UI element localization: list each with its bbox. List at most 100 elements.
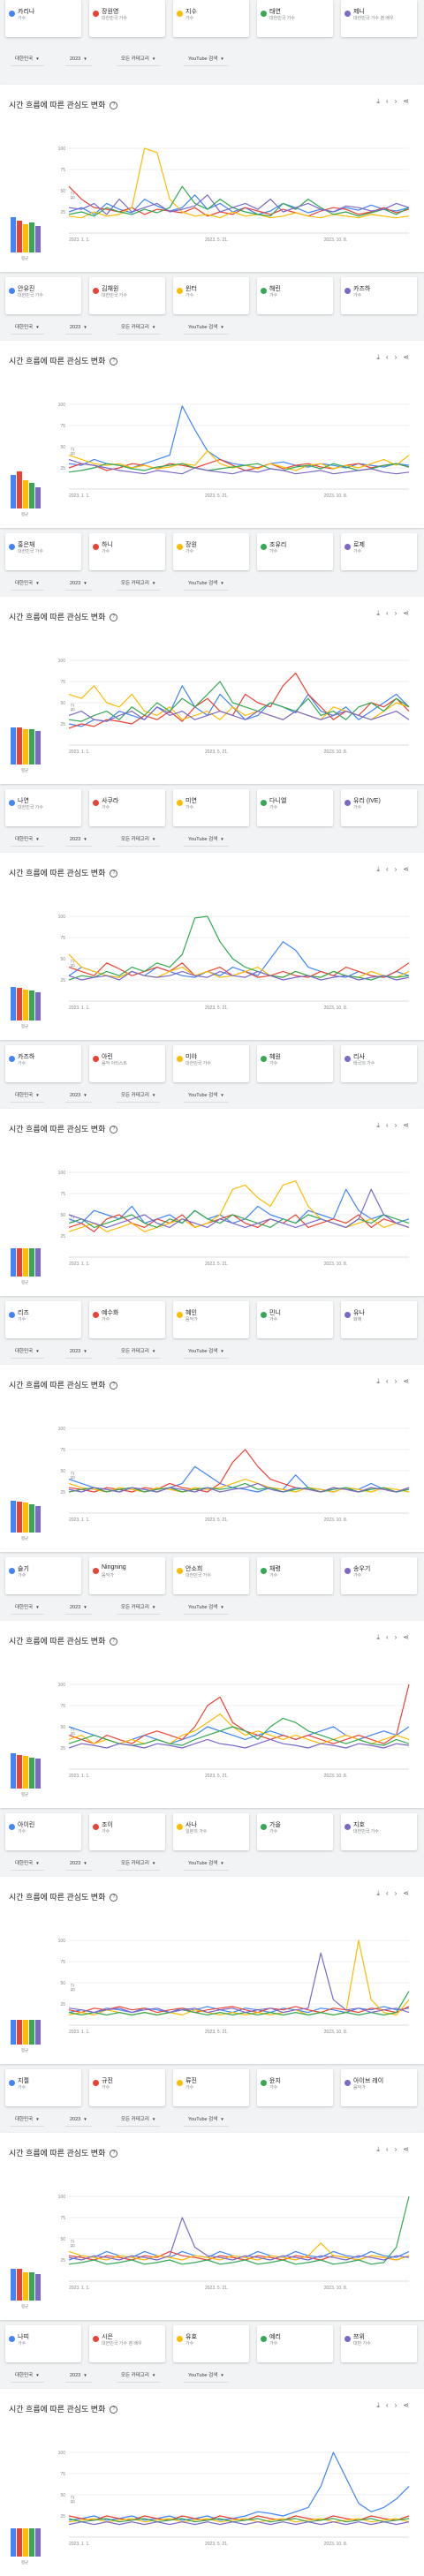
filter-year-dropdown[interactable]: 2023 ▼ [65, 1857, 92, 1871]
embed-icon[interactable]: ‹› [385, 97, 404, 105]
embed-icon[interactable]: ‹› [385, 1889, 404, 1897]
term-chip[interactable]: 윤지 가수 [257, 2069, 333, 2106]
filter-property-dropdown[interactable]: YouTube 검색 ▼ [184, 1601, 229, 1615]
term-chip[interactable]: 카즈하 가수 [341, 277, 417, 314]
term-chip[interactable]: 홍은채 대한민국 가수 [5, 533, 81, 570]
help-icon[interactable]: ? [110, 2406, 118, 2414]
term-chip[interactable]: 유리 (IVE) 가수 [341, 789, 417, 826]
term-chip[interactable]: 리사 태국의 가수 [341, 1045, 417, 1082]
filter-property-dropdown[interactable]: YouTube 검색 ▼ [184, 2369, 229, 2383]
term-chip[interactable]: 유효 가수 [173, 2325, 249, 2362]
filter-region-dropdown[interactable]: 대한민국 ▼ [11, 1601, 44, 1615]
help-icon[interactable]: ? [110, 614, 118, 622]
filter-category-dropdown[interactable]: 모든 카테고리 ▼ [117, 53, 161, 66]
filter-property-dropdown[interactable]: YouTube 검색 ▼ [184, 2113, 229, 2127]
term-chip[interactable]: 미야 대한민국 가수 [173, 1045, 249, 1082]
filter-category-dropdown[interactable]: 모든 카테고리 ▼ [117, 1601, 161, 1615]
filter-year-dropdown[interactable]: 2023 ▼ [65, 1601, 92, 1615]
embed-icon[interactable]: ‹› [385, 2145, 404, 2153]
help-icon[interactable]: ? [110, 102, 118, 110]
term-chip[interactable]: 나띠 가수 [5, 2325, 81, 2362]
filter-category-dropdown[interactable]: 모든 카테고리 ▼ [117, 321, 161, 335]
embed-icon[interactable]: ‹› [385, 865, 404, 873]
term-chip[interactable]: 송우기 가수 [341, 1557, 417, 1594]
share-icon[interactable]: ⋖ [403, 1377, 415, 1385]
term-chip[interactable]: 류진 가수 [173, 2069, 249, 2106]
filter-region-dropdown[interactable]: 대한민국 ▼ [11, 1089, 44, 1103]
term-chip[interactable]: 카리나 가수 [5, 0, 81, 37]
term-chip[interactable]: 하니 가수 [89, 533, 165, 570]
term-chip[interactable]: 로제 가수 [341, 533, 417, 570]
term-chip[interactable]: 가을 가수 [257, 1813, 333, 1850]
filter-year-dropdown[interactable]: 2023 ▼ [65, 1345, 92, 1359]
download-icon[interactable]: ⤓ [376, 2401, 386, 2409]
term-chip[interactable]: 김채원 대한민국 가수 [89, 277, 165, 314]
filter-region-dropdown[interactable]: 대한민국 ▼ [11, 53, 44, 66]
filter-category-dropdown[interactable]: 모든 카테고리 ▼ [117, 1089, 161, 1103]
embed-icon[interactable]: ‹› [385, 1377, 404, 1385]
download-icon[interactable]: ⤓ [376, 865, 386, 873]
help-icon[interactable]: ? [110, 1382, 118, 1390]
filter-property-dropdown[interactable]: YouTube 검색 ▼ [184, 577, 229, 591]
filter-category-dropdown[interactable]: 모든 카테고리 ▼ [117, 1345, 161, 1359]
term-chip[interactable]: 혜원 가수 [257, 1045, 333, 1082]
share-icon[interactable]: ⋖ [403, 2401, 415, 2409]
term-chip[interactable]: 사나 일본의 가수 [173, 1813, 249, 1850]
filter-category-dropdown[interactable]: 모든 카테고리 ▼ [117, 833, 161, 847]
term-chip[interactable]: 채령 가수 [257, 1557, 333, 1594]
filter-category-dropdown[interactable]: 모든 카테고리 ▼ [117, 1857, 161, 1871]
share-icon[interactable]: ⋖ [403, 1121, 415, 1129]
download-icon[interactable]: ⤓ [376, 1377, 386, 1385]
term-chip[interactable]: 나연 대한민국 가수 [5, 789, 81, 826]
help-icon[interactable]: ? [110, 358, 118, 366]
term-chip[interactable]: 윈터 가수 [173, 277, 249, 314]
filter-property-dropdown[interactable]: YouTube 검색 ▼ [184, 321, 229, 335]
filter-region-dropdown[interactable]: 대한민국 ▼ [11, 1857, 44, 1871]
term-chip[interactable]: 장원영 대한민국 가수 [89, 0, 165, 37]
term-chip[interactable]: 다니엘 가수 [257, 789, 333, 826]
embed-icon[interactable]: ‹› [385, 353, 404, 361]
term-chip[interactable]: 아이브 레이 음악가 [341, 2069, 417, 2106]
download-icon[interactable]: ⤓ [376, 97, 386, 105]
filter-year-dropdown[interactable]: 2023 ▼ [65, 2113, 92, 2127]
embed-icon[interactable]: ‹› [385, 2401, 404, 2409]
term-chip[interactable]: 유나 화제 [341, 1301, 417, 1338]
filter-year-dropdown[interactable]: 2023 ▼ [65, 833, 92, 847]
term-chip[interactable]: 슬기 가수 [5, 1557, 81, 1594]
term-chip[interactable]: 아이린 가수 [5, 1813, 81, 1850]
filter-category-dropdown[interactable]: 모든 카테고리 ▼ [117, 2369, 161, 2383]
filter-year-dropdown[interactable]: 2023 ▼ [65, 1089, 92, 1103]
term-chip[interactable]: 태연 대한민국 가수 [257, 0, 333, 37]
download-icon[interactable]: ⤓ [376, 353, 386, 361]
term-chip[interactable]: 지수 가수 [173, 0, 249, 37]
term-chip[interactable]: 조이 가수 [89, 1813, 165, 1850]
share-icon[interactable]: ⋖ [403, 1633, 415, 1641]
filter-region-dropdown[interactable]: 대한민국 ▼ [11, 321, 44, 335]
term-chip[interactable]: 예리 가수 [257, 2325, 333, 2362]
filter-property-dropdown[interactable]: YouTube 검색 ▼ [184, 1857, 229, 1871]
share-icon[interactable]: ⋖ [403, 865, 415, 873]
filter-region-dropdown[interactable]: 대한민국 ▼ [11, 833, 44, 847]
share-icon[interactable]: ⋖ [403, 2145, 415, 2153]
term-chip[interactable]: 사쿠라 가수 [89, 789, 165, 826]
share-icon[interactable]: ⋖ [403, 97, 415, 105]
term-chip[interactable]: 장원 가수 [173, 533, 249, 570]
embed-icon[interactable]: ‹› [385, 1121, 404, 1129]
help-icon[interactable]: ? [110, 1894, 118, 1902]
help-icon[interactable]: ? [110, 1126, 118, 1134]
term-chip[interactable]: 쯔위 대만 가수 [341, 2325, 417, 2362]
term-chip[interactable]: 시은 대한민국 가수 겸 배우 [89, 2325, 165, 2362]
filter-year-dropdown[interactable]: 2023 ▼ [65, 577, 92, 591]
term-chip[interactable]: 혜인 음악가 [173, 1301, 249, 1338]
download-icon[interactable]: ⤓ [376, 609, 386, 617]
term-chip[interactable]: 규진 가수 [89, 2069, 165, 2106]
term-chip[interactable]: 아린 음악 아티스트 [89, 1045, 165, 1082]
term-chip[interactable]: 미연 가수 [173, 789, 249, 826]
term-chip[interactable]: 해린 가수 [257, 277, 333, 314]
help-icon[interactable]: ? [110, 870, 118, 878]
filter-region-dropdown[interactable]: 대한민국 ▼ [11, 2113, 44, 2127]
embed-icon[interactable]: ‹› [385, 1633, 404, 1641]
download-icon[interactable]: ⤓ [376, 2145, 386, 2153]
term-chip[interactable]: 안유진 대한민국 가수 [5, 277, 81, 314]
filter-region-dropdown[interactable]: 대한민국 ▼ [11, 1345, 44, 1359]
